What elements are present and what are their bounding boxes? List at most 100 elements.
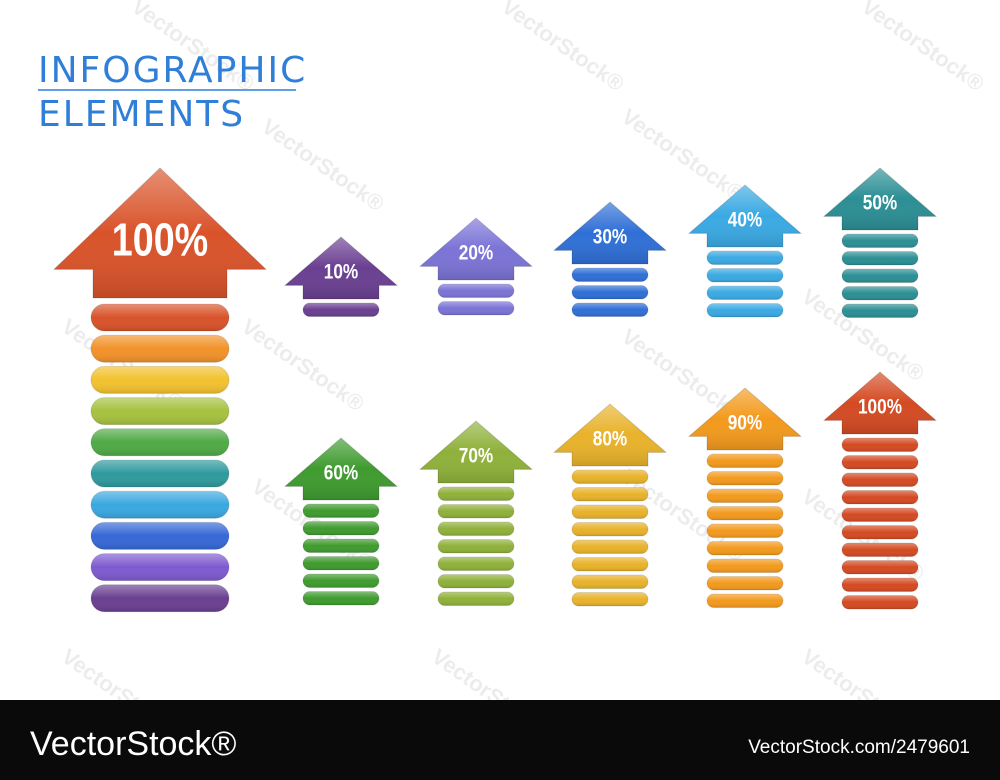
arrow-head-shine bbox=[54, 168, 266, 298]
stripe-shine bbox=[842, 473, 918, 487]
stripe-shine bbox=[572, 505, 648, 519]
arrow-head-shine bbox=[554, 202, 666, 264]
stripe-shine bbox=[303, 539, 379, 553]
stripe-shine bbox=[707, 251, 783, 265]
arrow-head-shine bbox=[824, 168, 936, 230]
stripe-shine bbox=[438, 557, 514, 571]
stripe-shine bbox=[842, 455, 918, 469]
arrow: 100% bbox=[52, 167, 268, 613]
stripe-shine bbox=[91, 460, 229, 487]
stripe-shine bbox=[303, 574, 379, 588]
stripe-shine bbox=[303, 591, 379, 605]
stripe-shine bbox=[842, 595, 918, 609]
stripes bbox=[706, 453, 784, 608]
stripe-shine bbox=[707, 489, 783, 503]
stripe-shine bbox=[707, 303, 783, 317]
arrows: 100% 10% 20% 30% 40% 50% 60% 70% 80% 90% 100% bbox=[52, 167, 938, 613]
stripe-shine bbox=[572, 540, 648, 554]
arrow-head-shine bbox=[689, 185, 801, 247]
arrow-label: 40% bbox=[728, 209, 762, 232]
arrow: 10% bbox=[283, 236, 399, 317]
arrow-head-shine bbox=[554, 404, 666, 466]
arrow-label: 60% bbox=[324, 462, 358, 485]
arrow-label: 70% bbox=[459, 445, 493, 468]
arrow: 50% bbox=[822, 167, 938, 318]
stripe-shine bbox=[842, 525, 918, 539]
stripe-shine bbox=[842, 490, 918, 504]
stripe-shine bbox=[707, 471, 783, 485]
stripe-shine bbox=[572, 557, 648, 571]
stripe-shine bbox=[572, 470, 648, 484]
stripe-shine bbox=[842, 286, 918, 300]
arrow-label: 80% bbox=[593, 428, 627, 451]
arrow: 70% bbox=[418, 420, 534, 606]
stripe-shine bbox=[842, 304, 918, 318]
stripe-shine bbox=[438, 504, 514, 518]
stripe-shine bbox=[707, 524, 783, 538]
stripes bbox=[302, 302, 380, 317]
stripe-shine bbox=[572, 592, 648, 606]
arrow-label: 50% bbox=[863, 192, 897, 215]
arrow-label: 100% bbox=[858, 396, 902, 419]
stripes bbox=[706, 250, 784, 318]
footer-brand: VectorStock® bbox=[30, 725, 236, 763]
stripe-shine bbox=[707, 559, 783, 573]
arrow-head-shine bbox=[285, 438, 397, 500]
title-line-2: ELEMENTS bbox=[38, 94, 245, 135]
footer-band bbox=[0, 700, 1000, 780]
stripe-shine bbox=[572, 522, 648, 536]
stripe-shine bbox=[303, 504, 379, 518]
stripe-shine bbox=[842, 234, 918, 248]
stripe-shine bbox=[842, 560, 918, 574]
stripe-shine bbox=[438, 574, 514, 588]
arrow-head-shine bbox=[824, 372, 936, 434]
stripe-shine bbox=[707, 594, 783, 608]
stripe-shine bbox=[842, 269, 918, 283]
stripes bbox=[437, 486, 515, 606]
stripe-shine bbox=[438, 522, 514, 536]
stripe-shine bbox=[438, 487, 514, 501]
stripe-shine bbox=[842, 438, 918, 452]
stripe-shine bbox=[707, 286, 783, 300]
arrow-label: 30% bbox=[593, 226, 627, 249]
title-line-1: INFOGRAPHIC bbox=[38, 50, 307, 91]
stripe-shine bbox=[707, 506, 783, 520]
stripe-shine bbox=[842, 543, 918, 557]
stripe-shine bbox=[572, 285, 648, 299]
stripe-shine bbox=[707, 454, 783, 468]
stripe-shine bbox=[91, 304, 229, 331]
stripe-shine bbox=[303, 303, 379, 317]
stripe-shine bbox=[572, 303, 648, 317]
arrow-head-shine bbox=[285, 237, 397, 299]
stripe-shine bbox=[91, 584, 229, 612]
stripe-shine bbox=[842, 508, 918, 522]
arrow-label: 20% bbox=[459, 242, 493, 265]
stripe-shine bbox=[91, 366, 229, 394]
arrow-label: 90% bbox=[728, 412, 762, 435]
stripe-shine bbox=[303, 521, 379, 535]
stripe-shine bbox=[707, 541, 783, 555]
stripe-shine bbox=[572, 575, 648, 589]
arrow-label: 10% bbox=[324, 261, 358, 284]
stripe-shine bbox=[438, 301, 514, 315]
arrow: 80% bbox=[552, 403, 668, 607]
stripe-shine bbox=[438, 284, 514, 298]
stripe-shine bbox=[842, 578, 918, 592]
stripe-shine bbox=[707, 268, 783, 282]
arrow-head-shine bbox=[689, 388, 801, 450]
stripe-shine bbox=[91, 397, 229, 425]
arrow: 100% bbox=[822, 371, 938, 610]
stripe-shine bbox=[91, 335, 229, 363]
stripes bbox=[571, 469, 649, 607]
stripe-shine bbox=[438, 592, 514, 606]
arrow: 90% bbox=[687, 387, 803, 608]
stripe-shine bbox=[303, 556, 379, 570]
arrow-head-shine bbox=[420, 218, 532, 280]
stripe-shine bbox=[572, 487, 648, 501]
footer-id: VectorStock.com/2479601 bbox=[748, 737, 970, 758]
arrow-label: 100% bbox=[112, 214, 208, 265]
stripe-shine bbox=[572, 268, 648, 282]
stripe-shine bbox=[91, 553, 229, 581]
stripe-shine bbox=[842, 251, 918, 265]
